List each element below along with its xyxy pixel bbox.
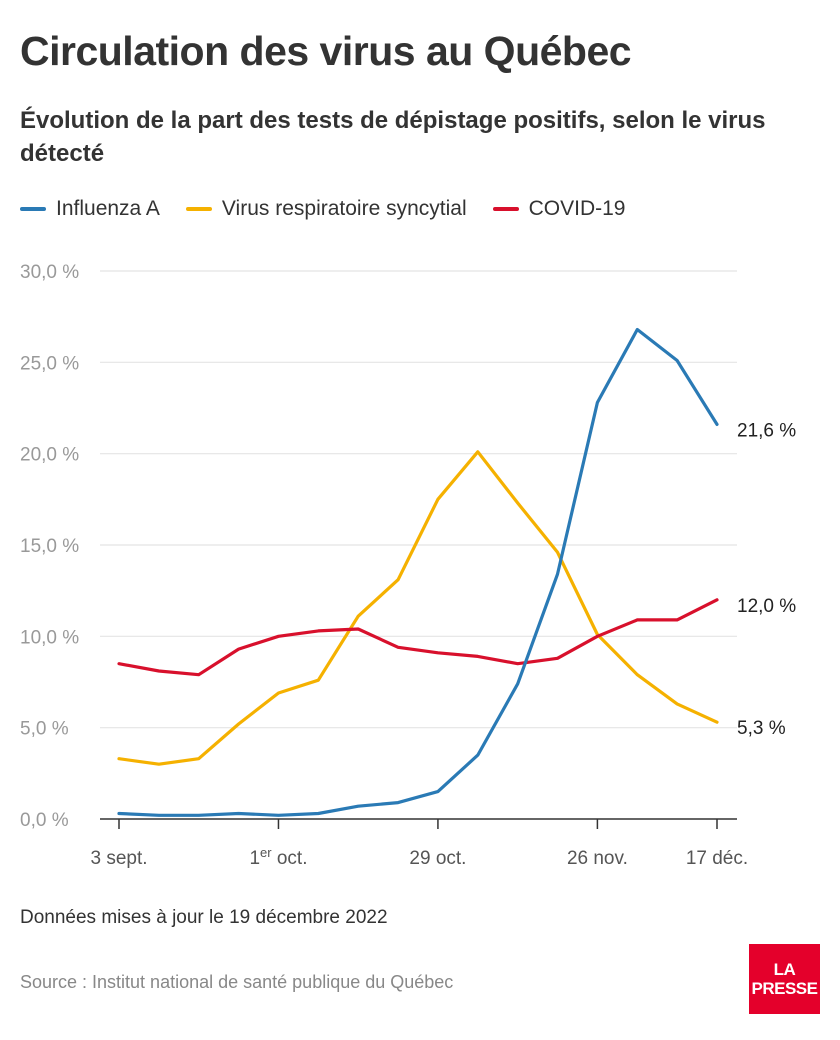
y-tick-label-4: 20,0 % <box>20 445 79 466</box>
x-tick-label-4: 17 déc. <box>686 848 748 869</box>
legend-item-covid: COVID-19 <box>492 197 626 221</box>
legend-swatch-influenza <box>20 207 46 211</box>
logo-line-1: LA <box>773 960 796 979</box>
legend: Influenza A Virus respiratoire syncytial… <box>20 197 625 221</box>
y-tick-label-2: 10,0 % <box>20 627 79 648</box>
logo-line-2: PRESSE <box>751 979 818 998</box>
x-tick-label-0: 3 sept. <box>90 848 147 869</box>
grid-layer <box>100 270 737 729</box>
x-tick-label-3: 26 nov. <box>567 848 628 869</box>
label-layer: 21,6 % 5,3 % 12,0 % <box>737 420 796 739</box>
series-line-influenza <box>117 327 719 817</box>
end-label-covid: 12,0 % <box>737 596 796 617</box>
x-tick-label-1: 1er oct. <box>249 845 307 870</box>
series-line-vrs <box>117 450 719 766</box>
legend-swatch-covid <box>492 207 519 211</box>
series-layer <box>117 327 719 817</box>
legend-item-vrs: Virus respiratoire syncytial <box>185 197 467 221</box>
legend-label-influenza: Influenza A <box>56 197 160 220</box>
y-tick-label-5: 25,0 % <box>20 353 79 374</box>
x-tick-label-2: 29 oct. <box>409 848 466 869</box>
series-line-covid <box>117 598 719 677</box>
chart-title: Circulation des virus au Québec <box>20 28 632 74</box>
end-label-influenza: 21,6 % <box>737 420 796 441</box>
y-tick-label-1: 5,0 % <box>20 719 69 740</box>
end-label-vrs: 5,3 % <box>737 718 786 739</box>
source-note: Source : Institut national de santé publ… <box>20 972 454 992</box>
legend-label-vrs: Virus respiratoire syncytial <box>221 197 467 220</box>
y-tick-label-6: 30,0 % <box>20 262 79 283</box>
legend-swatch-vrs <box>185 207 212 211</box>
legend-label-covid: COVID-19 <box>528 197 626 220</box>
line-chart: 0,0 % 5,0 % 10,0 % 15,0 % 20,0 % 25,0 % 30,0 %… <box>20 262 796 869</box>
legend-item-influenza: Influenza A <box>20 197 160 221</box>
update-note: Données mises à jour le 19 décembre 2022 <box>20 907 388 928</box>
axis-layer: 0,0 % 5,0 % 10,0 % 15,0 % 20,0 % 25,0 % 30,0 %… <box>20 262 748 869</box>
y-tick-label-3: 15,0 % <box>20 536 79 557</box>
y-tick-label-0: 0,0 % <box>20 810 69 831</box>
la-presse-logo: LA PRESSE <box>749 944 820 1014</box>
chart-subtitle: Évolution de la part des tests de dépist… <box>20 107 766 167</box>
